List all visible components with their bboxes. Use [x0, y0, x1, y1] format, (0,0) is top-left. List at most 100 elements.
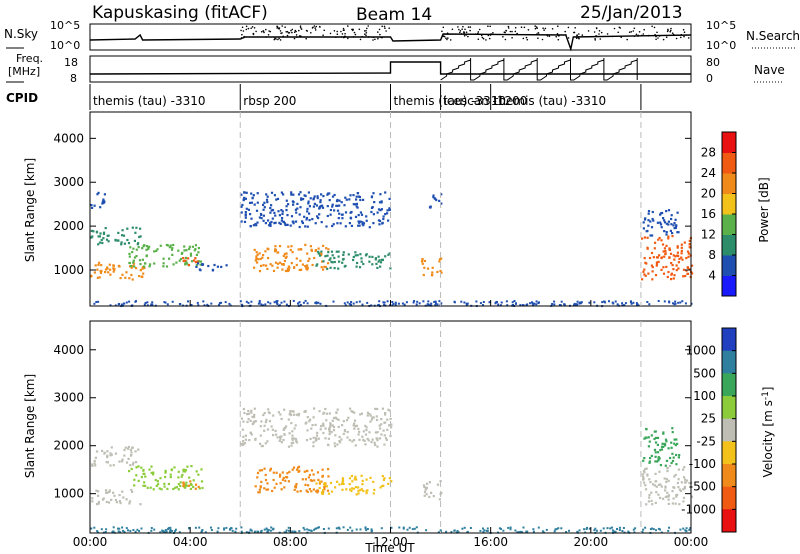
nsearch-dot: [658, 35, 661, 37]
data-cell: [371, 416, 374, 419]
velocity-x-ticks: 00:00 04:00 08:00 12:00 16:00 20:00 00:00: [73, 300, 708, 549]
data-cell: [351, 480, 354, 483]
data-cell: [283, 252, 286, 256]
data-cell: [654, 451, 657, 454]
data-cell: [670, 217, 673, 221]
data-cell: [301, 221, 304, 225]
colorbar-tick-label: 8: [708, 248, 716, 262]
data-cell: [267, 408, 270, 411]
data-cell: [665, 265, 668, 268]
data-cell: [290, 444, 293, 447]
data-cell: [384, 412, 387, 415]
data-cell: [352, 194, 355, 197]
nsearch-dot: [462, 25, 464, 28]
data-cell: [198, 487, 201, 490]
data-cell: [196, 262, 200, 265]
nsearch-dot: [247, 27, 250, 30]
data-cell: [266, 440, 269, 443]
data-cell: [242, 443, 245, 446]
data-cell: [251, 196, 254, 199]
data-cell: [248, 439, 251, 442]
data-cell: [194, 487, 197, 490]
data-cell: [125, 527, 128, 530]
data-cell: [94, 464, 97, 467]
data-cell: [191, 245, 194, 248]
data-cell: [624, 302, 627, 305]
data-cell: [349, 303, 352, 306]
data-cell: [415, 526, 418, 529]
data-cell: [649, 234, 652, 237]
data-cell: [291, 200, 294, 203]
data-cell: [283, 408, 286, 411]
data-cell: [240, 442, 243, 446]
data-cell: [535, 303, 538, 306]
data-cell: [306, 490, 309, 493]
data-cell: [664, 489, 667, 492]
data-cell: [289, 413, 293, 417]
data-cell: [364, 443, 367, 446]
data-cell: [341, 217, 344, 220]
data-cell: [665, 222, 668, 225]
data-cell: [189, 483, 192, 486]
data-cell: [244, 213, 247, 216]
data-cell: [355, 195, 358, 198]
data-cell: [688, 243, 691, 246]
data-cell: [680, 246, 683, 249]
nsearch-dot: [680, 33, 683, 36]
data-cell: [665, 459, 669, 462]
data-cell: [673, 475, 676, 478]
data-cell: [124, 276, 127, 279]
data-cell: [685, 530, 688, 533]
nsearch-dot: [637, 34, 639, 37]
data-cell: [329, 425, 332, 428]
data-cell: [338, 204, 341, 207]
nsearch-dot: [504, 38, 507, 41]
data-cell: [437, 531, 440, 534]
data-cell: [318, 254, 322, 257]
data-cell: [648, 493, 651, 497]
data-cell: [337, 250, 340, 253]
data-cell: [169, 526, 172, 529]
data-cell: [434, 304, 437, 307]
data-cell: [384, 421, 387, 424]
data-cell: [330, 490, 334, 493]
data-cell: [662, 431, 665, 434]
data-cell: [643, 273, 646, 276]
data-cell: [347, 416, 350, 419]
data-cell: [242, 198, 245, 201]
data-cell: [643, 481, 646, 484]
data-cell: [141, 275, 144, 278]
data-cell: [293, 488, 296, 491]
data-cell: [672, 486, 675, 489]
data-cell: [325, 225, 328, 228]
data-cell: [654, 441, 658, 444]
nsearch-dot: [670, 27, 672, 30]
y-tick-label: 4000: [53, 131, 84, 145]
data-cell: [337, 217, 340, 220]
data-cell: [312, 198, 315, 201]
nsearch-tick-top: 10^5: [706, 19, 736, 32]
data-cell: [674, 302, 677, 305]
data-cell: [664, 438, 668, 441]
data-cell: [676, 251, 679, 254]
data-cell: [240, 220, 243, 223]
data-cell: [317, 250, 320, 253]
data-cell: [153, 250, 156, 253]
data-cell: [369, 414, 372, 417]
colorbar-tick-label: 4: [708, 269, 716, 283]
data-cell: [309, 245, 312, 248]
data-cell: [132, 529, 135, 531]
data-cell: [282, 254, 285, 258]
data-cell: [377, 255, 380, 258]
data-cell: [280, 441, 283, 444]
data-cell: [164, 529, 167, 531]
data-cell: [648, 496, 651, 499]
data-cell: [359, 198, 362, 202]
data-cell: [335, 250, 338, 253]
data-cell: [90, 274, 93, 277]
data-cell: [430, 274, 434, 277]
nsearch-dot: [383, 25, 386, 28]
data-cell: [115, 501, 118, 504]
data-cell: [359, 220, 362, 223]
